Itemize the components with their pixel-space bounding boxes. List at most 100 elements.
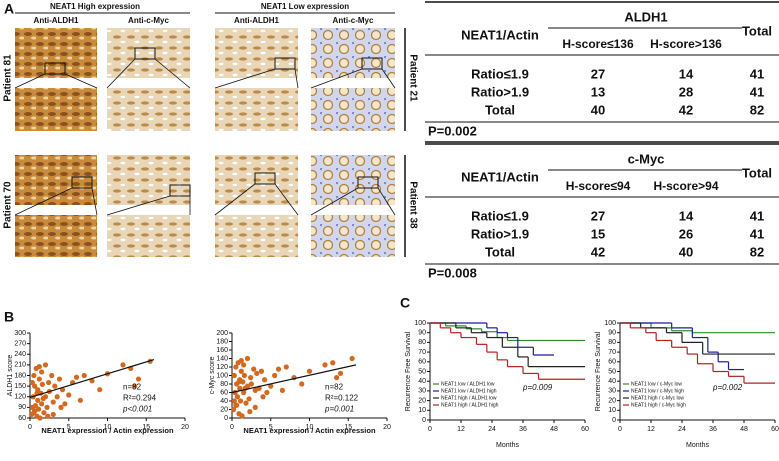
y-tick-label: 150	[14, 383, 26, 390]
inset-box	[134, 47, 156, 60]
annotation: p=0.009	[522, 383, 553, 392]
zoom-line	[154, 58, 191, 89]
column-header: Anti-c-Myc	[128, 16, 169, 25]
annotation: p=0.002	[712, 383, 743, 392]
point	[81, 372, 87, 379]
point	[237, 385, 243, 391]
inset-box	[357, 176, 379, 189]
x-tick-label: 12	[647, 426, 655, 433]
point	[337, 370, 344, 376]
y-tick-label: 180	[14, 372, 26, 379]
y-tick-label: 100	[414, 320, 426, 327]
panel-label: A	[4, 1, 14, 17]
point	[132, 383, 138, 389]
x-tick-label: 0	[428, 426, 432, 433]
x-tick-label: 15	[142, 424, 150, 431]
y-tick-label: 20	[608, 397, 616, 404]
zoom-line	[274, 183, 299, 216]
table-cell: 41	[750, 208, 764, 223]
point	[58, 404, 64, 410]
x-tick-label: 20	[383, 424, 391, 431]
y-tick-label: 160	[216, 347, 228, 354]
y-tick-label: 20	[418, 397, 426, 404]
p-value: P=0.008	[428, 265, 477, 280]
point	[334, 375, 340, 381]
point	[241, 389, 247, 396]
x-tick-label: 15	[344, 424, 352, 431]
x-tick-label: 0	[230, 424, 234, 431]
table-cell: 26	[679, 226, 693, 241]
annotation: n=82	[123, 383, 142, 392]
ihc-image	[311, 28, 395, 78]
y-tick-label: 10	[608, 407, 616, 414]
point	[29, 379, 35, 386]
y-tick-label: 90	[608, 330, 616, 337]
point	[35, 397, 41, 403]
point	[230, 406, 237, 413]
y-tick-label: 60	[220, 389, 228, 396]
y-tick-label: 90	[18, 404, 26, 411]
point	[97, 387, 103, 393]
zoom-line	[377, 187, 396, 216]
table-cell: 27	[591, 66, 605, 81]
table-cell: 13	[591, 84, 605, 99]
point	[238, 358, 244, 364]
ihc-image	[15, 215, 97, 257]
y-tick-label: 120	[216, 364, 228, 371]
point	[36, 364, 42, 370]
point	[275, 366, 282, 372]
table-header: H-score≤94	[566, 179, 631, 193]
legend-entry: NEAT1 low / c-Myc low	[631, 381, 682, 387]
y-tick-label: 300	[14, 330, 26, 337]
y-tick-label: 70	[418, 349, 426, 356]
point	[272, 372, 278, 379]
point	[254, 370, 260, 376]
patient-label: Patient 81	[3, 54, 14, 102]
zoom-line	[106, 195, 171, 216]
zoom-line	[106, 58, 136, 89]
table-header: H-score>94	[653, 179, 718, 193]
x-tick-label: 60	[771, 426, 779, 433]
inset-box	[71, 176, 93, 189]
point	[243, 400, 249, 406]
point	[49, 372, 55, 379]
point	[283, 364, 289, 370]
zoom-line	[310, 187, 359, 216]
table-cell: 40	[679, 244, 693, 259]
y-tick-label: 40	[418, 378, 426, 385]
table-cell: Ratio>1.9	[471, 226, 529, 241]
y-tick-label: 80	[608, 339, 616, 346]
annotation: p<0.001	[122, 405, 152, 414]
y-tick-label: 50	[418, 368, 426, 375]
y-tick-label: 10	[418, 407, 426, 414]
ihc-image	[107, 155, 190, 205]
legend-entry: NEAT1 low / ALDH1 high	[441, 388, 497, 394]
point	[299, 381, 305, 387]
y-tick-label: 100	[216, 372, 228, 379]
ihc-image	[107, 215, 190, 257]
zoom-line	[91, 187, 98, 216]
point	[42, 362, 49, 368]
point	[73, 374, 80, 380]
x-tick-label: 48	[740, 426, 748, 433]
ihc-image	[107, 88, 190, 131]
table-header: H-score>136	[650, 37, 722, 51]
p-value: P=0.002	[428, 123, 477, 138]
table-header: Total	[742, 23, 772, 38]
column-header: Anti-c-Myc	[333, 16, 374, 25]
inset-box	[274, 57, 296, 70]
table-cell: 40	[591, 102, 605, 117]
x-tick-label: 24	[678, 426, 686, 433]
y-tick-label: 0	[422, 417, 426, 424]
table-header: NEAT1/Actin	[461, 27, 539, 42]
panel-label: C	[400, 295, 410, 311]
point	[120, 362, 126, 368]
table-cell: 27	[591, 208, 605, 223]
point	[237, 398, 244, 404]
y-tick-label: 180	[216, 338, 228, 345]
x-tick-label: 5	[67, 424, 71, 431]
point	[45, 413, 51, 419]
x-tick-label: 10	[306, 424, 314, 431]
ihc-images	[14, 28, 396, 257]
